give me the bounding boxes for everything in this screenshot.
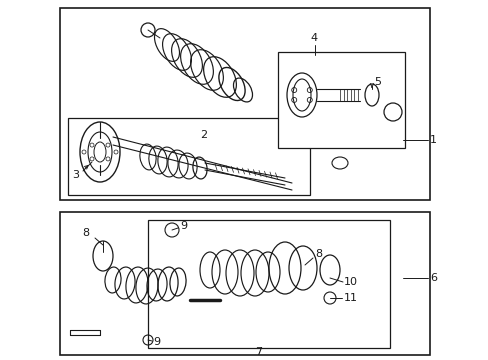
Bar xyxy=(60,212,429,355)
Text: 5: 5 xyxy=(373,77,380,87)
Text: 3: 3 xyxy=(72,170,79,180)
Text: 6: 6 xyxy=(429,273,436,283)
Bar xyxy=(60,8,429,200)
Bar xyxy=(68,118,309,195)
Text: 11: 11 xyxy=(343,293,357,303)
Text: 8: 8 xyxy=(82,228,89,238)
Text: 9: 9 xyxy=(153,337,160,347)
Text: 4: 4 xyxy=(309,33,317,43)
Text: 8: 8 xyxy=(314,249,322,259)
Text: 10: 10 xyxy=(343,277,357,287)
Text: 9: 9 xyxy=(180,221,187,231)
Text: 7: 7 xyxy=(254,347,262,357)
Text: 1: 1 xyxy=(429,135,436,145)
Bar xyxy=(148,220,389,348)
Bar xyxy=(278,52,404,148)
Text: 2: 2 xyxy=(200,130,207,140)
